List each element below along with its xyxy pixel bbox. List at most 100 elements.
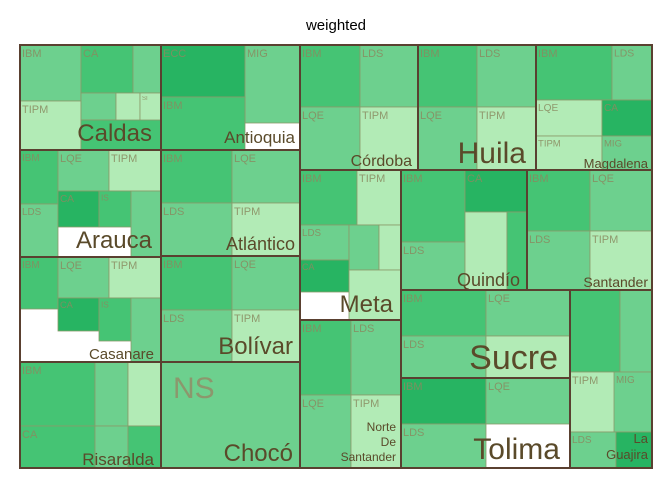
region-label: Meta <box>340 291 394 318</box>
region-label: Chocó <box>224 440 293 467</box>
cell-label: LQE <box>420 110 442 122</box>
treemap-cell <box>130 297 162 363</box>
treemap-cell <box>400 335 487 379</box>
cell-label: TIPM <box>111 153 137 165</box>
cell-label: IBM <box>22 153 40 164</box>
treemap-cell <box>160 96 246 151</box>
region-label: De <box>381 435 397 449</box>
region-label: Caldas <box>77 120 152 147</box>
cell-label: IBM <box>22 48 42 60</box>
cell-label: CA <box>467 173 483 185</box>
cell-label: IS <box>101 192 109 202</box>
region-label: La <box>634 431 649 446</box>
cell-label: IBM <box>538 48 558 60</box>
treemap-cell <box>485 377 571 425</box>
region-cordoba: IBM LDS LQE TIPM Córdoba <box>299 44 419 171</box>
region-border <box>569 289 653 469</box>
region-label: Atlántico <box>226 234 295 254</box>
cell-label: IBM <box>22 365 42 377</box>
cell-label: IBM <box>403 173 423 185</box>
treemap-cell <box>378 224 402 271</box>
treemap-cell <box>98 297 132 342</box>
treemap-cell <box>615 431 653 469</box>
treemap-cell <box>476 106 537 171</box>
region-magdalena: IBM LDS LQE CA TIPM MIG Magdalena <box>535 44 653 171</box>
cell-label: CA <box>83 48 99 60</box>
treemap-cell <box>400 289 487 337</box>
treemap-cell <box>231 202 301 257</box>
cell-label: TIPM <box>234 313 260 325</box>
region-label: Sucre <box>469 339 558 377</box>
cell-label: IBM <box>22 260 40 271</box>
treemap-cell <box>115 92 141 124</box>
treemap-cell <box>132 44 162 94</box>
region-huila: IBM LDS LQE TIPM Huila <box>417 44 537 171</box>
cell-label: LDS <box>362 48 383 60</box>
treemap-cell <box>526 230 591 291</box>
cell-label: LDS <box>163 206 184 218</box>
treemap-cell <box>127 425 162 469</box>
cell-label: TIPM <box>22 104 48 116</box>
cell-label: LQE <box>60 260 82 272</box>
cell-label: LDS <box>614 48 634 59</box>
cell-label: IBM <box>529 173 549 185</box>
cell-label: LDS <box>353 323 374 335</box>
cell-label: NS <box>173 372 215 405</box>
cell-label: TIPM <box>592 234 618 246</box>
cell-label: LQE <box>488 293 510 305</box>
cell-label: LDS <box>302 228 322 239</box>
region-caldas: IBM CA TIPM SI Caldas <box>19 44 162 151</box>
cell-label: IBM <box>403 293 423 305</box>
cell-label: TIPM <box>353 398 379 410</box>
cell-label: MIG <box>604 139 622 150</box>
region-label: Risaralda <box>82 450 154 469</box>
treemap-cell <box>244 44 301 124</box>
cell-label: LDS <box>403 427 424 439</box>
cell-label: IBM <box>403 381 423 393</box>
region-label: Santander <box>583 274 648 290</box>
region-label: Córdoba <box>351 153 412 170</box>
treemap-cell <box>535 99 603 137</box>
treemap-cell <box>94 425 129 469</box>
cell-label: LQE <box>234 153 256 165</box>
region-antioquia: ECC MIG IBM Antioquia <box>160 44 301 151</box>
treemap-cell <box>94 361 129 427</box>
region-label: Santander <box>341 450 396 464</box>
treemap-cell <box>160 44 246 98</box>
treemap-cell <box>19 149 59 205</box>
cell-label: CA <box>302 262 314 272</box>
treemap-cell <box>535 44 613 101</box>
cell-label: IBM <box>302 173 322 185</box>
treemap-cell <box>569 289 621 373</box>
cell-label: MIG <box>616 375 635 386</box>
region-label: Guajira <box>606 447 649 462</box>
treemap-cell <box>526 169 591 232</box>
cell-label: TIPM <box>111 260 137 272</box>
region-label: Huila <box>458 137 527 170</box>
region-quindio: IBM CA LDS Quindío <box>400 169 528 291</box>
cell-label: LQE <box>302 398 324 410</box>
cell-label: IBM <box>302 323 322 335</box>
region-label: Tolima <box>473 433 560 466</box>
region-atlantico: IBM LQE LDS TIPM Atlántico <box>160 149 301 257</box>
region-bolivar: IBM LQE LDS TIPM Bolívar <box>160 255 301 363</box>
region-label: Casanare <box>89 346 154 363</box>
region-santander: IBM LQE LDS TIPM Santander <box>526 169 653 291</box>
cell-label: TIPM <box>362 110 388 122</box>
cell-label: LDS <box>22 207 42 218</box>
treemap-cell <box>464 211 508 291</box>
cell-label: LDS <box>572 435 592 446</box>
treemap-cell <box>348 224 380 271</box>
treemap-cell <box>19 425 96 469</box>
cell-label: TIPM <box>538 139 561 150</box>
cell-label: LQE <box>234 259 256 271</box>
region-casanare: IBM LQE TIPM CA IS Casanare <box>19 256 162 363</box>
cell-label: LQE <box>592 173 614 185</box>
cell-label: TIPM <box>359 173 385 185</box>
treemap-cell <box>19 361 96 427</box>
treemap-cell <box>619 289 653 373</box>
cell-label: LQE <box>488 381 510 393</box>
cell-label: LDS <box>479 48 500 60</box>
treemap-cell <box>299 394 352 469</box>
